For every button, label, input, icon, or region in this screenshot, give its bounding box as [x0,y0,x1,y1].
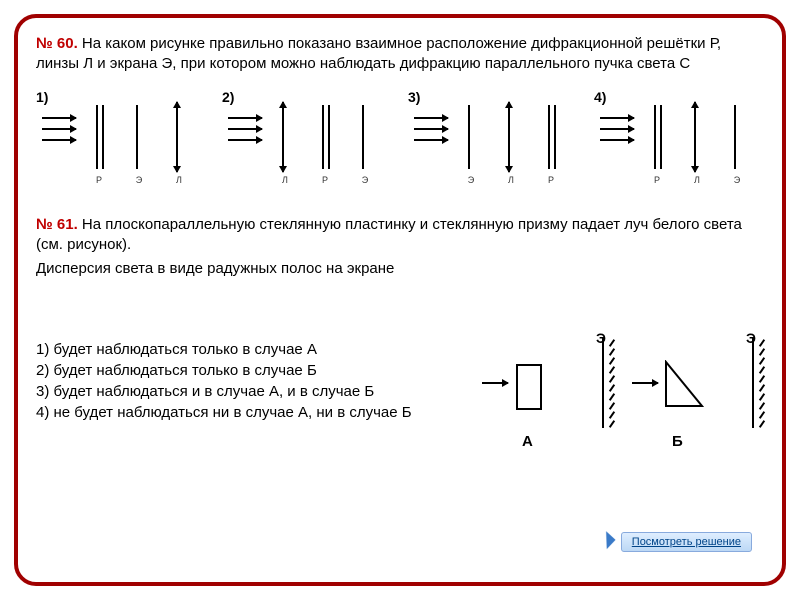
light-arrows [600,117,634,150]
element-label: Р [322,175,328,185]
screen-a [602,338,604,428]
element-label: Л [176,175,182,185]
q60-body: На каком рисунке правильно показано взаи… [36,35,721,72]
option-number: 1) [36,89,48,105]
figure-a: Э А [480,330,610,450]
lens-element [176,102,178,172]
label-a: А [522,433,533,450]
ray-arrow-a [482,382,508,384]
option-number: 3) [408,89,420,105]
q61-line1: № 61. На плоскопараллельную стеклянную п… [36,215,764,256]
element-label: Р [96,175,102,185]
show-solution-button[interactable]: Посмотреть решение [621,532,752,552]
element-label: Э [136,175,142,185]
element-label: Р [548,175,554,185]
option-number: 2) [222,89,234,105]
q61-body1: На плоскопараллельную стеклянную пластин… [36,216,742,253]
q61-num: № 61. [36,216,78,233]
element-label: Л [508,175,514,185]
element-label: Э [734,175,740,185]
element-label: Р [654,175,660,185]
q61-line2: Дисперсия света в виде радужных полос на… [36,259,764,279]
q60-num: № 60. [36,35,78,52]
light-arrows [414,117,448,150]
element-label: Л [282,175,288,185]
lens-element [694,102,696,172]
page-root: № 60. На каком рисунке правильно показан… [0,0,800,600]
screen-element [468,105,470,169]
grating-element [322,105,330,169]
q61-text: № 61. На плоскопараллельную стеклянную п… [36,215,764,280]
grating-element [96,105,104,169]
ray-arrow-b [632,382,658,384]
screen-element [136,105,138,169]
prism-shape [664,360,704,408]
q60-text: № 60. На каком рисунке правильно показан… [36,34,764,75]
lens-element [508,102,510,172]
figure-b: Э Б [630,330,760,450]
diagram-3: 3) Э Л Р [408,89,578,199]
screen-element [734,105,736,169]
diagram-4: 4) Р Л Э [594,89,764,199]
screen-b [752,338,754,428]
light-arrows [42,117,76,150]
screen-element [362,105,364,169]
light-arrows [228,117,262,150]
content-frame: № 60. На каком рисунке правильно показан… [14,14,786,586]
element-label: Л [694,175,700,185]
element-label: Э [362,175,368,185]
diagram-2: 2) Л Р Э [222,89,392,199]
option-number: 4) [594,89,606,105]
q60-diagrams: 1) Р Э Л 2) Л Р Э 3) Э Л Р 4) Р Л Э [36,89,764,199]
grating-element [654,105,662,169]
grating-element [548,105,556,169]
q61-figures: Э А Э [480,318,760,468]
label-b: Б [672,433,683,450]
q61-block: № 61. На плоскопараллельную стеклянную п… [36,215,764,280]
diagram-1: 1) Р Э Л [36,89,206,199]
lens-element [282,102,284,172]
plate-shape [516,364,542,410]
element-label: Э [468,175,474,185]
